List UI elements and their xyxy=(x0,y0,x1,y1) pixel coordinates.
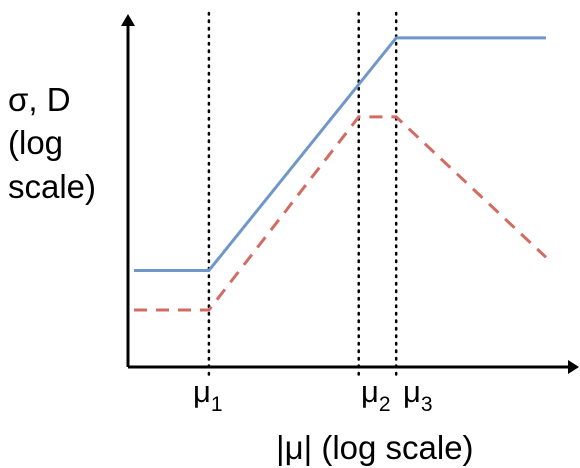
series-line-2-dashed xyxy=(134,115,548,312)
mu2-symbol: μ xyxy=(361,374,379,409)
mu1-label: μ1 xyxy=(193,374,223,416)
y-axis-label-line-2: (log xyxy=(8,124,63,161)
series-line-1-solid xyxy=(134,36,546,272)
series-lines xyxy=(134,36,548,312)
vertical-markers xyxy=(207,11,398,382)
x-axis-label: |μ| (log scale) xyxy=(276,429,474,466)
x-axis-arrowhead xyxy=(568,360,579,374)
mu2-label: μ2 xyxy=(361,374,391,416)
mu3-label: μ3 xyxy=(403,374,433,416)
y-axis-label-line-3: scale) xyxy=(8,168,96,205)
y-axis-label-line-1: σ, D xyxy=(8,81,71,118)
mu1-subscript: 1 xyxy=(211,393,223,416)
axes xyxy=(121,14,579,374)
mu3-symbol: μ xyxy=(403,374,421,409)
mu1-symbol: μ xyxy=(193,374,211,409)
mu3-subscript: 3 xyxy=(421,393,433,416)
y-axis-label: σ, D (log scale) xyxy=(8,81,96,205)
x-marker-labels: μ1 μ2 μ3 xyxy=(193,374,433,416)
mu2-subscript: 2 xyxy=(379,393,391,416)
y-axis-arrowhead xyxy=(121,14,135,26)
